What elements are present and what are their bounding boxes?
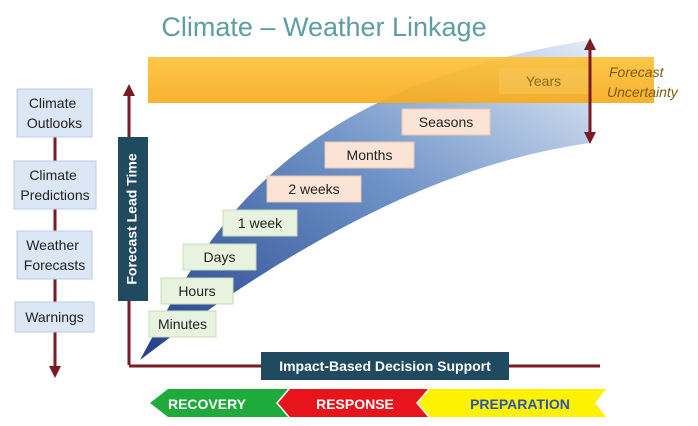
left-box-climate-outlooks: Climate Outlooks: [16, 88, 93, 138]
forecast-lead-time-bar: [118, 137, 148, 301]
svg-text:Climate Predictions: Climate Predictions: [20, 167, 89, 203]
svg-text:Months: Months: [347, 147, 393, 163]
svg-text:2 weeks: 2 weeks: [288, 181, 339, 197]
svg-text:Climate Outlooks: Climate Outlooks: [27, 95, 82, 131]
impact-based-decision-support-bar: [261, 352, 509, 380]
timescale-seasons: Seasons: [401, 108, 491, 136]
left-box-climate-predictions: Climate Predictions: [13, 160, 97, 210]
svg-text:PREPARATION: PREPARATION: [470, 396, 570, 412]
svg-text:Hours: Hours: [178, 283, 215, 299]
left-box-weather-forecasts: Weather Forecasts: [16, 230, 93, 280]
svg-text:Seasons: Seasons: [419, 114, 473, 130]
svg-text:Weather Forecasts: Weather Forecasts: [24, 237, 85, 273]
timescale-months: Months: [324, 141, 415, 169]
impact-based-decision-support-label: Impact-Based Decision Support: [279, 358, 491, 374]
timescale-1-week: 1 week: [222, 209, 298, 237]
timescale-hours: Hours: [160, 277, 234, 305]
left-box-warnings: Warnings: [14, 301, 95, 333]
phase-preparation-arrow: PREPARATION: [418, 389, 606, 417]
svg-text:RECOVERY: RECOVERY: [168, 396, 247, 412]
timescale-2-weeks: 2 weeks: [266, 175, 362, 203]
phase-response-arrow: RESPONSE: [278, 389, 428, 417]
timescale-years: Years: [499, 68, 588, 94]
svg-text:RESPONSE: RESPONSE: [316, 396, 394, 412]
svg-text:Minutes: Minutes: [158, 316, 207, 332]
forecast-lead-time-label: Forecast Lead Time: [124, 153, 140, 284]
timescale-days: Days: [182, 243, 257, 271]
diagram-title: Climate – Weather Linkage: [161, 12, 486, 42]
timescale-minutes: Minutes: [148, 310, 217, 338]
phase-recovery-arrow: RECOVERY: [150, 389, 288, 417]
svg-text:Years: Years: [526, 73, 561, 89]
uncertainty-label: Forecast Uncertainty: [607, 64, 679, 100]
svg-text:Days: Days: [204, 249, 236, 265]
svg-text:1 week: 1 week: [238, 215, 283, 231]
svg-text:Warnings: Warnings: [25, 309, 84, 325]
